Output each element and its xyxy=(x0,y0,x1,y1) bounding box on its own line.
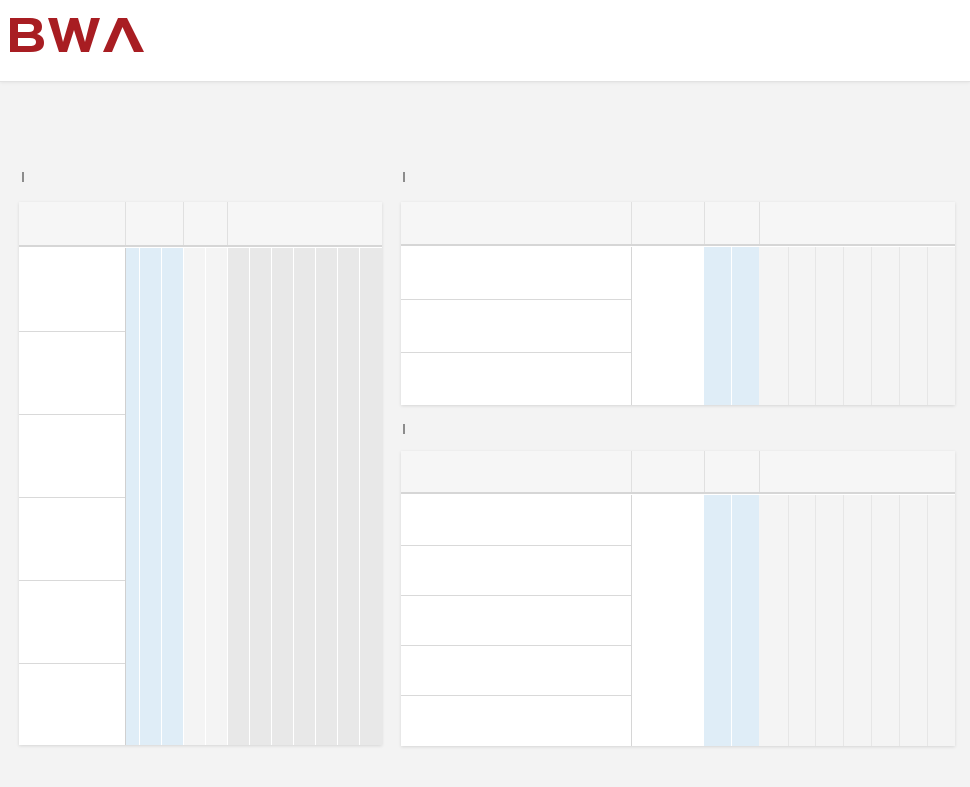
table-row[interactable] xyxy=(19,248,125,331)
left-table xyxy=(19,202,382,745)
left-section-marker xyxy=(22,172,24,182)
table-row[interactable] xyxy=(401,300,631,352)
table-row[interactable] xyxy=(401,495,631,545)
right-bottom-table xyxy=(401,451,955,746)
left-table-blue-column xyxy=(125,248,183,745)
top-bar xyxy=(0,0,970,82)
right-top-section-marker xyxy=(403,172,405,182)
left-table-header xyxy=(19,202,382,247)
table-row[interactable] xyxy=(19,498,125,580)
right-top-table xyxy=(401,202,955,405)
table-row[interactable] xyxy=(401,646,631,695)
right-top-light-column xyxy=(759,247,955,405)
table-row[interactable] xyxy=(401,596,631,645)
table-row[interactable] xyxy=(401,353,631,405)
table-row[interactable] xyxy=(19,332,125,414)
right-bottom-section-marker xyxy=(403,424,405,434)
table-row[interactable] xyxy=(19,581,125,663)
right-top-table-header xyxy=(401,202,955,246)
table-row[interactable] xyxy=(19,415,125,497)
brand-logo[interactable] xyxy=(8,14,148,54)
table-row[interactable] xyxy=(19,664,125,745)
bwa-logo-icon xyxy=(10,18,144,52)
right-bottom-table-header xyxy=(401,451,955,494)
left-table-gray-column xyxy=(227,248,382,745)
table-row[interactable] xyxy=(401,546,631,595)
right-bottom-light-column xyxy=(759,495,955,746)
table-row[interactable] xyxy=(401,247,631,299)
table-row[interactable] xyxy=(401,696,631,746)
